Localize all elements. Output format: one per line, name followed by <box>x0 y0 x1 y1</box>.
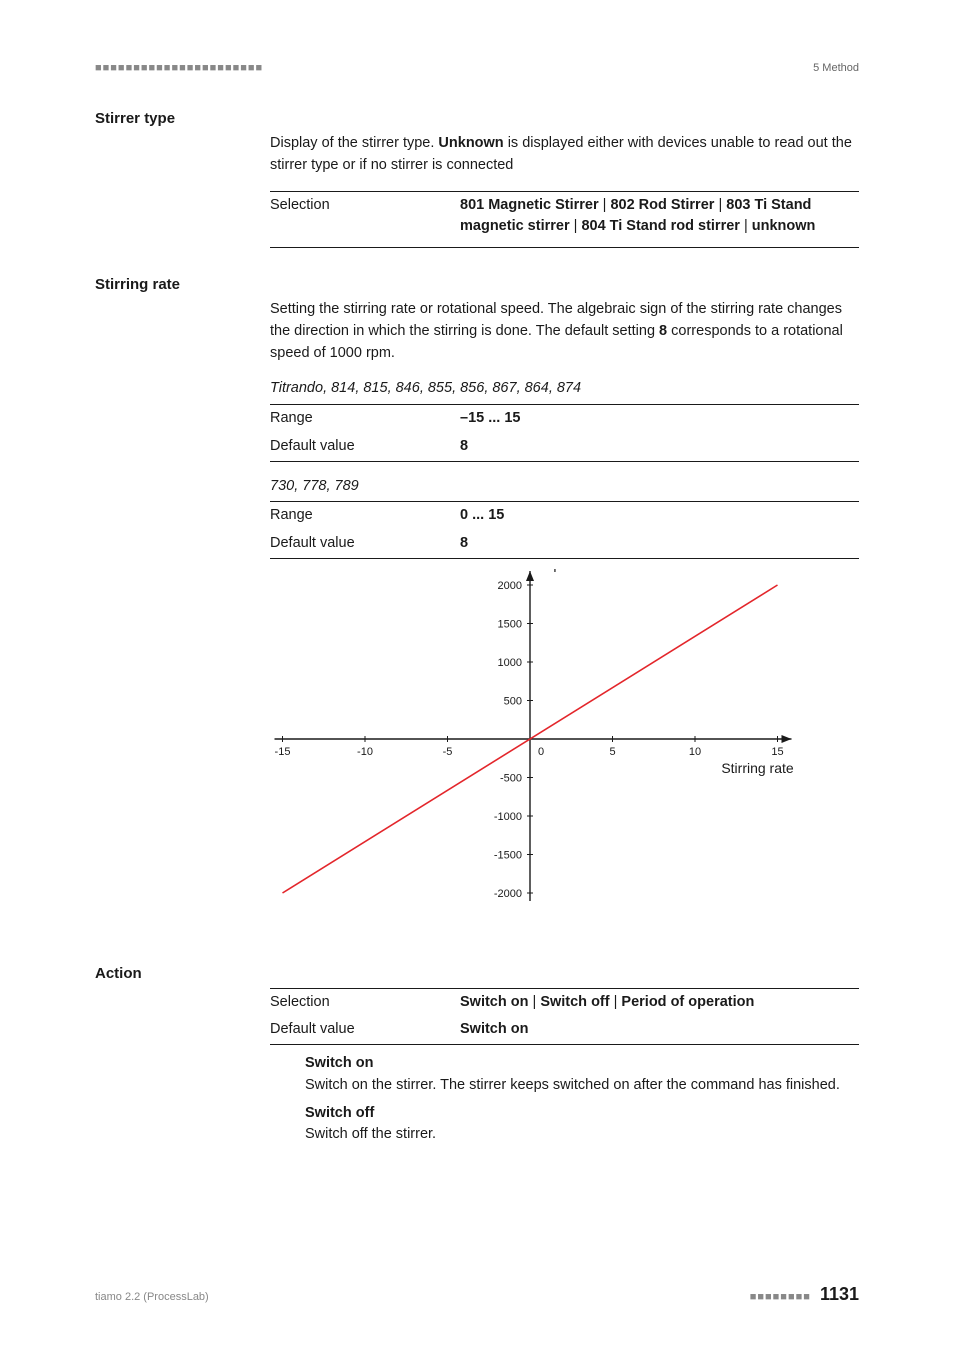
default-label-1: Default value <box>270 433 460 461</box>
svg-text:Stirring rate: Stirring rate <box>721 760 794 776</box>
stirring-rate-table-1: Range–15 ... 15 Default value8 <box>270 404 859 462</box>
action-default-label: Default value <box>270 1016 460 1044</box>
svg-text:-1500: -1500 <box>494 849 522 861</box>
section-stirrer-type-label: Stirrer type <box>95 110 859 127</box>
switch-off-heading: Switch off <box>305 1103 859 1125</box>
stirring-rate-para: Setting the stirring rate or rotational … <box>270 299 859 364</box>
svg-text:500: 500 <box>504 695 522 707</box>
default-value-2: 8 <box>460 530 859 558</box>
action-selection-label: Selection <box>270 988 460 1016</box>
models-line-2: 730, 778, 789 <box>270 476 859 498</box>
svg-text:5: 5 <box>609 746 615 758</box>
svg-text:10: 10 <box>689 746 701 758</box>
default-label-2: Default value <box>270 530 460 558</box>
selection-value: 801 Magnetic Stirrer | 802 Rod Stirrer |… <box>460 191 859 241</box>
switch-on-heading: Switch on <box>305 1053 859 1075</box>
chart-svg: -15 -10 -5 0 5 10 15 -2000 -1500 -1000 -500 500 1000… <box>270 569 830 929</box>
selection-label: Selection <box>270 191 460 241</box>
default-value-1: 8 <box>460 433 859 461</box>
svg-text:-500: -500 <box>500 772 522 784</box>
svg-text:-2000: -2000 <box>494 888 522 900</box>
range-label-2: Range <box>270 502 460 530</box>
switch-on-text: Switch on the stirrer. The stirrer keeps… <box>305 1077 840 1093</box>
section-action-label: Action <box>95 965 859 982</box>
svg-text:-1000: -1000 <box>494 811 522 823</box>
section-stirring-rate-label: Stirring rate <box>95 276 859 293</box>
svg-text:0: 0 <box>538 746 544 758</box>
range-label-1: Range <box>270 405 460 433</box>
header-section: 5 Method <box>813 62 859 74</box>
svg-text:-15: -15 <box>275 746 291 758</box>
range-value-1: –15 ... 15 <box>460 405 859 433</box>
svg-text:2000: 2000 <box>498 580 522 592</box>
stirring-rate-table-2: Range0 ... 15 Default value8 <box>270 501 859 559</box>
svg-text:Speed/min-1: Speed/min-1 <box>544 569 620 572</box>
footer-right: ■■■■■■■■ 1131 <box>750 1284 859 1305</box>
stirrer-type-bold: Unknown <box>438 135 503 151</box>
stirrer-type-text1: Display of the stirrer type. <box>270 135 438 151</box>
stirrer-type-spec-table: Selection 801 Magnetic Stirrer | 802 Rod… <box>270 191 859 249</box>
svg-text:1500: 1500 <box>498 618 522 630</box>
svg-text:-10: -10 <box>357 746 373 758</box>
stirrer-type-para: Display of the stirrer type. Unknown is … <box>270 133 859 177</box>
svg-text:1000: 1000 <box>498 657 522 669</box>
svg-text:15: 15 <box>771 746 783 758</box>
action-default-value: Switch on <box>460 1016 859 1044</box>
models-line-1: Titrando, 814, 815, 846, 855, 856, 867, … <box>270 378 859 400</box>
stirring-rate-chart: -15 -10 -5 0 5 10 15 -2000 -1500 -1000 -500 500 1000… <box>270 569 859 937</box>
footer-left: tiamo 2.2 (ProcessLab) <box>95 1291 209 1303</box>
range-value-2: 0 ... 15 <box>460 502 859 530</box>
svg-text:-5: -5 <box>443 746 453 758</box>
action-selection-value: Switch on | Switch off | Period of opera… <box>460 988 859 1016</box>
action-spec-table: Selection Switch on | Switch off | Perio… <box>270 988 859 1046</box>
switch-off-text: Switch off the stirrer. <box>305 1126 436 1142</box>
header-dashes: ■■■■■■■■■■■■■■■■■■■■■■ <box>95 62 263 74</box>
